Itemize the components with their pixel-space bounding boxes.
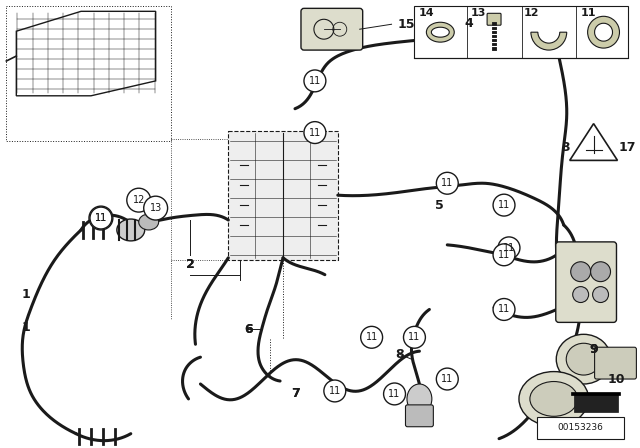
Text: 16: 16: [545, 424, 563, 437]
Text: 11: 11: [580, 9, 596, 18]
Text: 11: 11: [365, 332, 378, 342]
Circle shape: [127, 188, 150, 212]
Circle shape: [493, 298, 515, 320]
Text: 11: 11: [308, 128, 321, 138]
FancyBboxPatch shape: [487, 13, 501, 25]
Circle shape: [571, 262, 591, 282]
Text: 8: 8: [395, 348, 404, 361]
Text: 7: 7: [291, 388, 300, 401]
Text: 14: 14: [419, 9, 434, 18]
Ellipse shape: [407, 384, 432, 414]
FancyBboxPatch shape: [301, 9, 363, 50]
Circle shape: [591, 262, 611, 282]
FancyBboxPatch shape: [595, 347, 636, 379]
Text: 12: 12: [524, 9, 540, 18]
Text: 13: 13: [471, 9, 486, 18]
Text: 7: 7: [291, 388, 300, 401]
Text: 10: 10: [608, 373, 625, 386]
Text: 11: 11: [95, 213, 107, 223]
Text: 6: 6: [244, 323, 253, 336]
Ellipse shape: [519, 371, 589, 426]
Ellipse shape: [530, 382, 578, 416]
FancyBboxPatch shape: [415, 6, 628, 58]
FancyBboxPatch shape: [537, 417, 625, 439]
FancyBboxPatch shape: [573, 394, 618, 412]
Circle shape: [436, 172, 458, 194]
Text: 15: 15: [397, 18, 415, 31]
FancyBboxPatch shape: [571, 392, 620, 395]
Ellipse shape: [139, 214, 159, 230]
Ellipse shape: [556, 334, 611, 384]
Text: 11: 11: [441, 178, 453, 188]
Text: 13: 13: [150, 203, 162, 213]
Circle shape: [90, 207, 112, 229]
Circle shape: [89, 206, 113, 230]
Text: 11: 11: [498, 305, 510, 314]
Circle shape: [361, 326, 383, 348]
Text: 11: 11: [498, 250, 510, 260]
Text: 11: 11: [408, 332, 420, 342]
FancyBboxPatch shape: [556, 242, 616, 323]
Text: 9: 9: [589, 343, 598, 356]
Text: 1: 1: [22, 288, 31, 301]
Circle shape: [593, 287, 609, 302]
Text: 11: 11: [441, 374, 453, 384]
Circle shape: [436, 368, 458, 390]
Circle shape: [383, 383, 406, 405]
Text: 6: 6: [244, 323, 253, 336]
Text: 12: 12: [132, 195, 145, 205]
Ellipse shape: [117, 219, 145, 241]
Circle shape: [498, 237, 520, 259]
Text: 4: 4: [465, 17, 474, 30]
Wedge shape: [531, 32, 567, 50]
Text: 11: 11: [388, 389, 401, 399]
Text: 11: 11: [503, 243, 515, 253]
Text: 2: 2: [186, 258, 195, 271]
FancyBboxPatch shape: [228, 130, 338, 260]
Wedge shape: [588, 16, 620, 48]
Text: 2: 2: [186, 258, 195, 271]
Text: 3: 3: [561, 141, 570, 154]
Text: 17: 17: [619, 141, 636, 154]
Circle shape: [493, 194, 515, 216]
Text: 00153236: 00153236: [557, 423, 604, 432]
Circle shape: [573, 287, 589, 302]
Circle shape: [144, 196, 168, 220]
Text: 11: 11: [95, 213, 107, 223]
FancyBboxPatch shape: [406, 405, 433, 427]
Text: 9: 9: [589, 343, 598, 356]
Ellipse shape: [566, 343, 601, 375]
Text: 5: 5: [435, 198, 444, 211]
Circle shape: [403, 326, 426, 348]
Text: 11: 11: [498, 200, 510, 210]
Text: 1: 1: [22, 321, 31, 334]
Circle shape: [304, 70, 326, 92]
Text: 11: 11: [308, 76, 321, 86]
Circle shape: [324, 380, 346, 402]
Circle shape: [493, 244, 515, 266]
Circle shape: [304, 122, 326, 143]
Text: 11: 11: [329, 386, 341, 396]
